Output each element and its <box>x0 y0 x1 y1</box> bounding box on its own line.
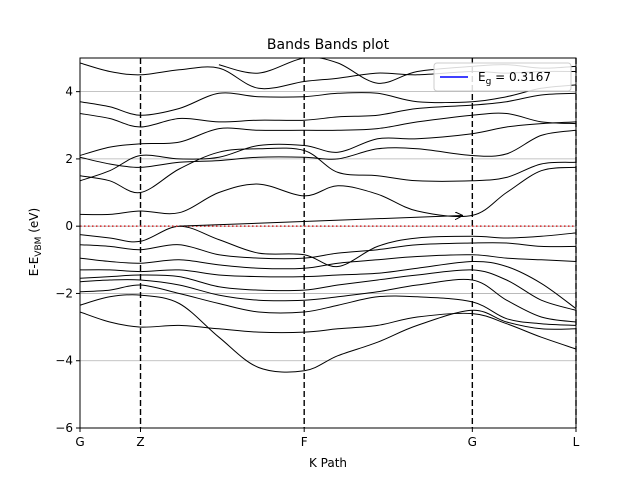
x-tick-label: F <box>301 435 308 449</box>
legend-label-value: = 0.3167 <box>491 70 551 84</box>
band-line <box>80 260 576 310</box>
y-axis-label-main: E-E <box>27 257 41 277</box>
legend-label: Eg = 0.3167 <box>478 70 551 87</box>
legend-box <box>433 62 572 92</box>
y-tick-label: 0 <box>65 219 73 233</box>
band-line <box>80 121 576 182</box>
band-line <box>80 269 576 311</box>
x-axis-label: K Path <box>309 456 347 470</box>
band-line <box>80 92 576 128</box>
x-tick-label: G <box>468 435 477 449</box>
bands <box>80 58 576 373</box>
y-axis-label-unit: (eV) <box>27 208 41 237</box>
y-axis-label-text: E-EVBM (eV) <box>27 208 44 276</box>
chart-title: Bands Bands plot <box>267 37 390 53</box>
band-line <box>80 294 576 373</box>
axis-ticks: −6 −4 −2 0 2 4 G Z F G L <box>55 85 579 449</box>
y-tick-label: 2 <box>65 152 73 166</box>
y-tick-label: −2 <box>55 286 73 300</box>
y-tick-label: −6 <box>55 421 73 435</box>
band-line <box>80 147 576 194</box>
y-tick-label: −4 <box>55 354 73 368</box>
x-tick-label: Z <box>136 435 144 449</box>
band-line <box>80 311 576 350</box>
band-line <box>80 225 576 268</box>
band-line <box>80 278 576 323</box>
band-gap-arrow <box>179 216 462 227</box>
band-line <box>80 284 576 326</box>
band-line <box>80 242 576 260</box>
band-line <box>80 254 576 270</box>
band-line <box>80 84 576 116</box>
x-tick-label: L <box>573 435 580 449</box>
y-tick-label: 4 <box>65 85 73 99</box>
legend: Eg = 0.3167 <box>433 62 572 92</box>
band-line <box>80 112 576 156</box>
plot-frame <box>79 57 577 429</box>
y-axis-label: E-EVBM (eV) <box>27 208 44 276</box>
legend-label-sub: g <box>486 77 492 87</box>
legend-label-main: E <box>478 70 486 84</box>
band-line <box>80 129 576 168</box>
y-axis-label-sub: VBM <box>34 237 44 257</box>
band-line <box>80 166 576 218</box>
x-tick-label: G <box>75 435 84 449</box>
